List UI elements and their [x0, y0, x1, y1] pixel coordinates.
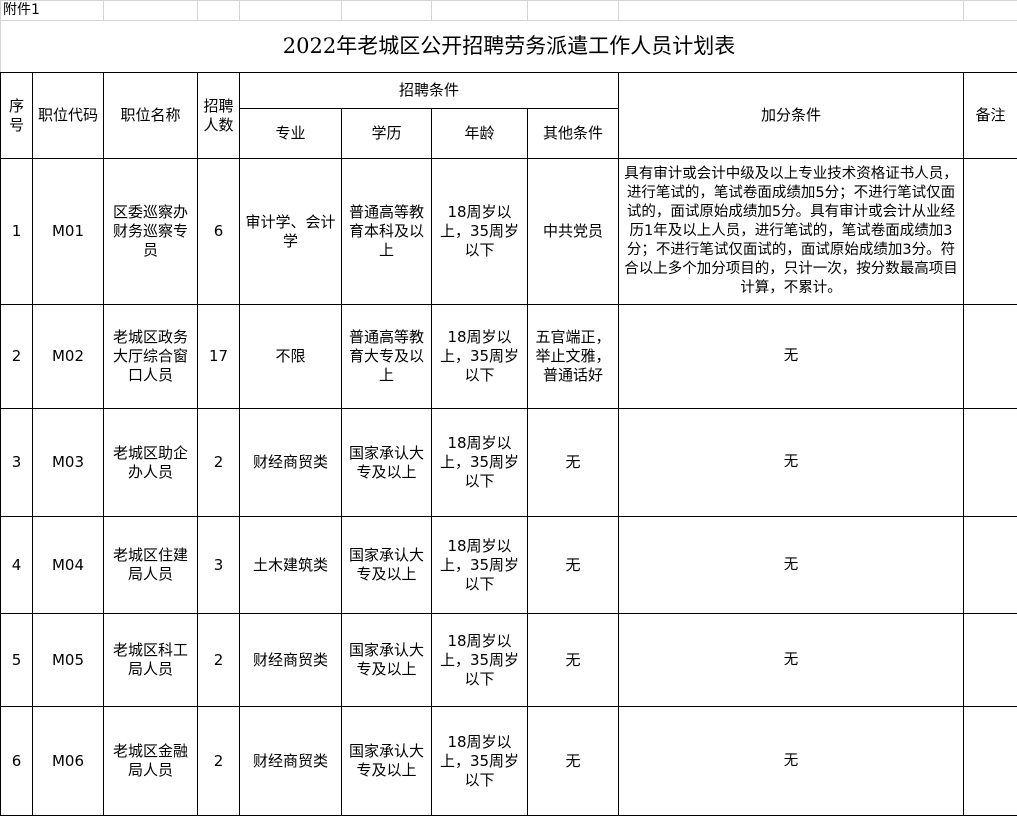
empty-cell[interactable] [342, 1, 432, 21]
cell-education[interactable]: 国家承认大专及以上 [342, 614, 432, 707]
cell-bonus[interactable]: 无 [619, 707, 964, 816]
cell-bonus[interactable]: 无 [619, 614, 964, 707]
cell-bonus[interactable]: 具有审计或会计中级及以上专业技术资格证书人员，进行笔试的，笔试卷面成绩加5分；不… [619, 159, 964, 305]
cell-code[interactable]: M05 [33, 614, 104, 707]
cell-count[interactable]: 2 [198, 409, 240, 517]
header-bonus[interactable]: 加分条件 [619, 73, 964, 159]
cell-count[interactable]: 17 [198, 305, 240, 409]
cell-age[interactable]: 18周岁以上，35周岁以下 [432, 159, 528, 305]
cell-count[interactable]: 6 [198, 159, 240, 305]
cell-seq[interactable]: 2 [1, 305, 33, 409]
cell-name[interactable]: 老城区助企办人员 [104, 409, 198, 517]
cell-remarks[interactable] [964, 409, 1017, 517]
cell-count[interactable]: 3 [198, 517, 240, 614]
empty-cell[interactable] [964, 1, 1017, 21]
cell-name[interactable]: 老城区金融局人员 [104, 707, 198, 816]
empty-cell[interactable] [619, 1, 964, 21]
page-title[interactable]: 2022年老城区公开招聘劳务派遣工作人员计划表 [1, 21, 1017, 73]
header-seq[interactable]: 序号 [1, 73, 33, 159]
cell-name[interactable]: 老城区科工局人员 [104, 614, 198, 707]
attachment-label[interactable]: 附件1 [1, 1, 104, 21]
empty-cell[interactable] [240, 1, 342, 21]
cell-count[interactable]: 2 [198, 707, 240, 816]
cell-code[interactable]: M06 [33, 707, 104, 816]
cell-remarks[interactable] [964, 517, 1017, 614]
cell-education[interactable]: 国家承认大专及以上 [342, 517, 432, 614]
cell-code[interactable]: M04 [33, 517, 104, 614]
cell-remarks[interactable] [964, 707, 1017, 816]
cell-seq[interactable]: 4 [1, 517, 33, 614]
cell-other[interactable]: 无 [528, 614, 619, 707]
cell-remarks[interactable] [964, 614, 1017, 707]
cell-code[interactable]: M03 [33, 409, 104, 517]
cell-code[interactable]: M01 [33, 159, 104, 305]
cell-education[interactable]: 国家承认大专及以上 [342, 409, 432, 517]
cell-other[interactable]: 无 [528, 707, 619, 816]
cell-seq[interactable]: 6 [1, 707, 33, 816]
header-age[interactable]: 年龄 [432, 109, 528, 159]
cell-name[interactable]: 老城区政务大厅综合窗口人员 [104, 305, 198, 409]
cell-age[interactable]: 18周岁以上，35周岁以下 [432, 409, 528, 517]
cell-seq[interactable]: 5 [1, 614, 33, 707]
empty-cell[interactable] [528, 1, 619, 21]
cell-code[interactable]: M02 [33, 305, 104, 409]
cell-age[interactable]: 18周岁以上，35周岁以下 [432, 305, 528, 409]
cell-major[interactable]: 审计学、会计学 [240, 159, 342, 305]
cell-major[interactable]: 土木建筑类 [240, 517, 342, 614]
cell-bonus[interactable]: 无 [619, 305, 964, 409]
header-conditions[interactable]: 招聘条件 [240, 73, 619, 109]
cell-name[interactable]: 老城区住建局人员 [104, 517, 198, 614]
header-code[interactable]: 职位代码 [33, 73, 104, 159]
header-count[interactable]: 招聘人数 [198, 73, 240, 159]
empty-cell[interactable] [104, 1, 198, 21]
cell-age[interactable]: 18周岁以上，35周岁以下 [432, 707, 528, 816]
cell-major[interactable]: 财经商贸类 [240, 614, 342, 707]
cell-other[interactable]: 无 [528, 517, 619, 614]
cell-count[interactable]: 2 [198, 614, 240, 707]
cell-other[interactable]: 中共党员 [528, 159, 619, 305]
header-remarks[interactable]: 备注 [964, 73, 1017, 159]
cell-remarks[interactable] [964, 305, 1017, 409]
cell-major[interactable]: 财经商贸类 [240, 409, 342, 517]
cell-name[interactable]: 区委巡察办财务巡察专员 [104, 159, 198, 305]
empty-cell[interactable] [432, 1, 528, 21]
cell-education[interactable]: 国家承认大专及以上 [342, 707, 432, 816]
header-education[interactable]: 学历 [342, 109, 432, 159]
cell-age[interactable]: 18周岁以上，35周岁以下 [432, 517, 528, 614]
cell-major[interactable]: 不限 [240, 305, 342, 409]
header-major[interactable]: 专业 [240, 109, 342, 159]
cell-seq[interactable]: 3 [1, 409, 33, 517]
header-name[interactable]: 职位名称 [104, 73, 198, 159]
header-other[interactable]: 其他条件 [528, 109, 619, 159]
cell-other[interactable]: 无 [528, 409, 619, 517]
cell-remarks[interactable] [964, 159, 1017, 305]
cell-bonus[interactable]: 无 [619, 409, 964, 517]
attachment-row: 附件1 [1, 1, 1017, 21]
cell-other[interactable]: 五官端正，举止文雅，普通话好 [528, 305, 619, 409]
cell-education[interactable]: 普通高等教育本科及以上 [342, 159, 432, 305]
cell-education[interactable]: 普通高等教育大专及以上 [342, 305, 432, 409]
cell-bonus[interactable]: 无 [619, 517, 964, 614]
cell-age[interactable]: 18周岁以上，35周岁以下 [432, 614, 528, 707]
cell-major[interactable]: 财经商贸类 [240, 707, 342, 816]
empty-cell[interactable] [198, 1, 240, 21]
cell-seq[interactable]: 1 [1, 159, 33, 305]
